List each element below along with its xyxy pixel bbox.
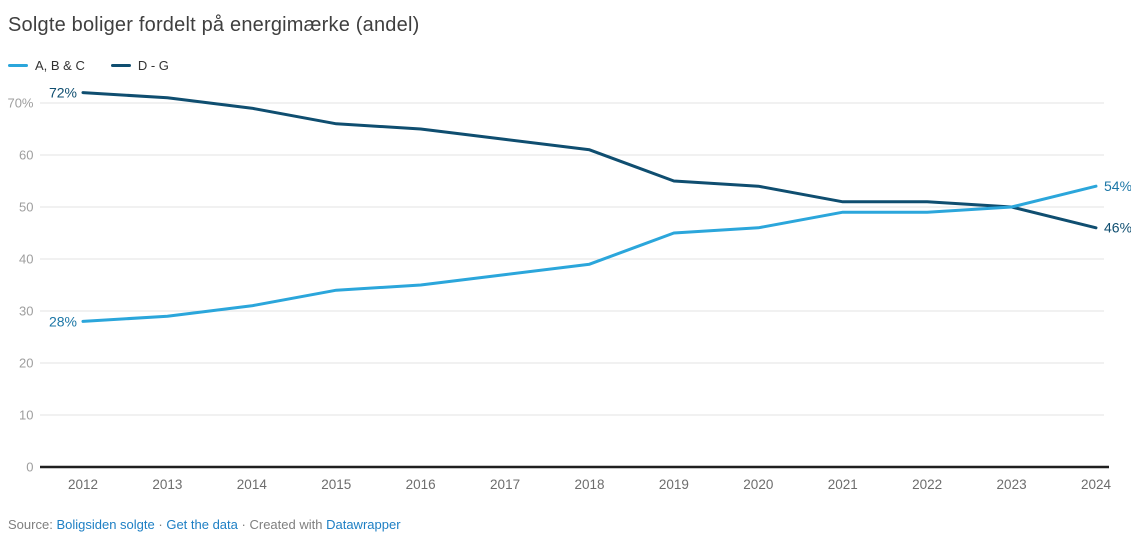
- legend-label-dg: D - G: [137, 58, 169, 73]
- x-axis-label-2022: 2022: [912, 477, 942, 492]
- x-axis-label-2024: 2024: [1081, 477, 1112, 492]
- x-axis-label-2012: 2012: [68, 477, 98, 492]
- legend-line-swatch-dg: [110, 64, 131, 67]
- data-label-start-a-b-c: 28%: [49, 313, 77, 329]
- x-axis-label-2013: 2013: [152, 477, 182, 492]
- data-label-start-d-g: 72%: [49, 85, 77, 101]
- y-axis-label-50: 50: [19, 200, 33, 215]
- y-axis-label-40: 40: [19, 252, 33, 267]
- legend-item-dg: D - G: [110, 58, 169, 73]
- x-axis-label-2016: 2016: [406, 477, 436, 492]
- y-axis-label-60: 60: [19, 148, 33, 163]
- y-axis-label-70: 70%: [7, 96, 33, 111]
- y-axis-label-20: 20: [19, 356, 33, 371]
- series-line-a-b-c: [81, 184, 1098, 323]
- data-label-end-d-g: 46%: [1104, 220, 1131, 236]
- chart-title: Solgte boliger fordelt på energimærke (a…: [8, 14, 420, 36]
- x-axis-label-2021: 2021: [828, 477, 858, 492]
- datawrapper-link[interactable]: Datawrapper: [326, 517, 401, 532]
- data-label-end-a-b-c: 54%: [1104, 178, 1131, 194]
- series-line-d-g: [81, 91, 1098, 230]
- x-axis-label-2015: 2015: [321, 477, 351, 492]
- footer-separator-2: ·: [241, 517, 246, 532]
- x-axis-label-2019: 2019: [659, 477, 689, 492]
- line-chart: 0 10 20 30 40 50 60 70% 2012 2013 2014 2015 2016 2017…: [7, 85, 1131, 493]
- y-axis-label-30: 30: [19, 304, 33, 319]
- y-axis-label-0: 0: [26, 460, 33, 475]
- footer-separator: ·: [158, 517, 163, 532]
- source-link[interactable]: Boligsiden solgte: [56, 517, 155, 532]
- legend: A, B & C D - G: [8, 58, 169, 73]
- created-with-text: Created with: [249, 517, 323, 532]
- footer: Source: Boligsiden solgte · Get the data…: [8, 517, 401, 532]
- x-axis-label-2020: 2020: [743, 477, 773, 492]
- x-axis-label-2018: 2018: [574, 477, 604, 492]
- legend-item-abc: A, B & C: [8, 58, 85, 73]
- source-prefix: Source:: [8, 517, 53, 532]
- x-axis-label-2014: 2014: [237, 477, 268, 492]
- legend-line-swatch-abc: [8, 64, 28, 67]
- x-axis-label-2023: 2023: [997, 477, 1027, 492]
- legend-label-abc: A, B & C: [35, 58, 85, 73]
- y-axis-label-10: 10: [19, 408, 33, 423]
- get-data-link[interactable]: Get the data: [166, 517, 238, 532]
- x-axis-label-2017: 2017: [490, 477, 520, 492]
